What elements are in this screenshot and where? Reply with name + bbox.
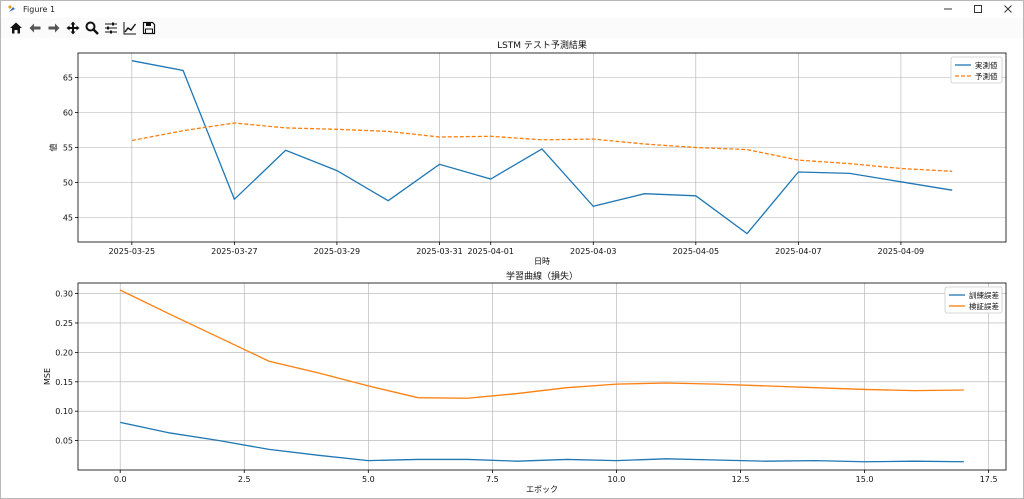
x-tick-label: 2025-04-03 [570,247,617,256]
zoom-button[interactable] [85,21,99,35]
x-tick-label: 2025-03-29 [314,247,361,256]
y-axis-label: 値 [48,144,58,152]
magnifier-icon [85,21,99,35]
x-tick-label: 7.5 [486,475,499,484]
axes-frame [77,52,1007,243]
minimize-button[interactable] [933,1,963,17]
series-line-train-loss [120,421,964,463]
x-tick-label: 12.5 [732,475,750,484]
x-tick-label: 0.0 [114,475,127,484]
x-tick-label: 2025-03-25 [109,247,156,256]
y-tick-label: 0.05 [55,437,73,446]
legend-label: 実測値 [975,60,998,70]
x-tick-label: 5.0 [362,475,375,484]
y-tick-label: 65 [63,74,73,83]
title-bar: Figure 1 [1,1,1023,17]
navigation-toolbar [1,18,1023,38]
y-tick-label: 0.15 [55,378,73,387]
save-button[interactable] [142,21,156,35]
forward-button[interactable] [47,21,61,35]
y-axis-label: MSE [43,368,52,385]
close-icon [1004,5,1012,13]
move-icon [66,21,80,35]
x-tick-label: 2025-04-09 [878,247,925,256]
y-tick-label: 45 [63,214,73,223]
minimize-icon [944,8,952,10]
legend-label: 検証誤差 [969,301,999,311]
app-icon [7,4,17,14]
y-tick-label: 50 [63,179,73,188]
x-tick-label: 2.5 [238,475,251,484]
x-tick-label: 2025-04-01 [467,247,514,256]
x-tick-label: 2025-03-31 [416,247,463,256]
x-tick-label: 2025-04-05 [673,247,720,256]
legend-label: 予測値 [975,71,998,81]
maximize-button[interactable] [963,1,993,17]
x-axis-label: 日時 [534,257,550,266]
chart-title: 学習曲線（損失） [506,270,578,282]
y-tick-label: 60 [63,109,73,118]
sliders-icon [105,22,117,34]
series-line-actual [131,60,953,235]
x-axis-label: エポック [526,485,558,494]
x-tick-label: 10.0 [608,475,626,484]
y-tick-label: 0.30 [55,290,73,299]
home-button[interactable] [9,21,23,35]
edit-axis-button[interactable] [123,21,137,35]
pan-button[interactable] [66,21,80,35]
line-chart-icon [123,22,137,35]
y-tick-label: 55 [63,144,73,153]
x-tick-label: 15.0 [856,475,874,484]
x-tick-label: 2025-03-27 [211,247,258,256]
close-button[interactable] [993,1,1023,17]
home-icon [10,22,22,34]
chart-title: LSTM テスト予測結果 [497,39,587,51]
series-line-predicted [131,122,953,172]
legend-label: 訓練誤差 [969,290,999,300]
y-tick-label: 0.10 [55,407,73,416]
floppy-icon [142,21,156,35]
axes-frame [77,282,1007,471]
series-line-val-loss [119,289,964,399]
y-tick-label: 0.25 [55,319,73,328]
maximize-icon [974,5,982,13]
arrow-left-icon [29,23,41,33]
configure-subplots-button[interactable] [104,21,118,35]
window-title: Figure 1 [23,4,56,14]
back-button[interactable] [28,21,42,35]
y-tick-label: 0.20 [55,348,73,357]
x-tick-label: 17.5 [980,475,998,484]
x-tick-label: 2025-04-07 [775,247,822,256]
arrow-right-icon [48,23,60,33]
figure-canvas: 2025-03-25 2025-03-27 2025-03-29 2025-03-31… [43,39,1007,494]
